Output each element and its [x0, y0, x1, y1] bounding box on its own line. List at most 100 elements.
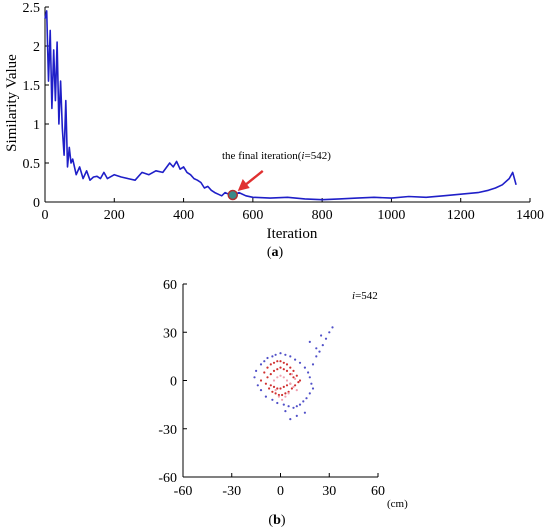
scatter-point — [282, 368, 285, 371]
scatter-point — [310, 382, 313, 385]
scatter-point — [318, 350, 321, 353]
scatter-point — [328, 331, 331, 334]
scatter-point — [271, 398, 274, 401]
scatter-point — [266, 366, 269, 369]
scatter-point — [269, 373, 272, 376]
scatter-point — [295, 374, 298, 377]
scatter-point — [303, 411, 306, 414]
final-iteration-marker — [227, 189, 239, 201]
scatter-point — [276, 360, 279, 363]
scatter-point — [256, 384, 259, 387]
scatter-point — [276, 401, 279, 405]
scatter-point — [285, 379, 289, 382]
y-tick-label-a: 1 — [33, 118, 40, 133]
x-tick-label-a: 1400 — [516, 208, 544, 223]
scatter-point — [284, 410, 287, 413]
y-tick-label-a: 2 — [33, 40, 40, 55]
y-tick-label-a: 2.5 — [23, 1, 41, 16]
scatter-point — [320, 334, 323, 337]
scatter-point — [294, 384, 297, 387]
scatter-point — [331, 326, 334, 329]
scatter-point — [295, 389, 298, 392]
scatter-point — [321, 344, 324, 347]
scatter-point — [269, 363, 272, 366]
scatter-point — [290, 387, 293, 390]
scatter-point — [276, 376, 279, 379]
x-tick-label-a: 800 — [312, 208, 333, 223]
scatter-point — [292, 385, 295, 388]
y-tick-label-a: 1.5 — [23, 79, 41, 94]
scatter-point — [282, 403, 285, 406]
scatter-point — [272, 369, 276, 372]
scatter-point — [253, 376, 256, 379]
scatter-point — [297, 381, 300, 384]
scatter-point — [281, 393, 284, 397]
axes-a — [44, 6, 531, 203]
scatter-point — [289, 355, 292, 358]
scatter-point — [324, 337, 328, 340]
scatter-point — [287, 392, 290, 395]
scatter-point — [315, 347, 318, 350]
scatter-point — [290, 373, 293, 376]
y-tick-label-a: 0.5 — [23, 157, 41, 172]
scatter-point — [295, 414, 298, 417]
scatter-point — [268, 387, 271, 390]
scatter-point — [311, 387, 315, 390]
scatter-point — [284, 392, 287, 395]
scatter-point — [292, 376, 295, 379]
scatter-point — [282, 385, 285, 388]
scatter-point — [292, 406, 295, 409]
scatter-point — [289, 373, 292, 376]
scatter-point — [274, 389, 277, 392]
point-cloud-scatter-chart: -60 -30 0 30 60 60 30 0 -30 -60 (cm) i=542 (b) — [158, 278, 408, 528]
final-iteration-annotation: the final iteration(i=542) — [222, 150, 331, 162]
x-axis-title: Iteration — [267, 226, 318, 242]
scatter-point — [294, 358, 297, 361]
scatter-point — [303, 366, 306, 369]
x-tick-label-a: 600 — [242, 208, 263, 223]
x-tick-label-a: 1000 — [377, 208, 405, 223]
scatter-point — [272, 385, 276, 388]
y-tick-label-a: 0 — [33, 196, 40, 211]
scatter-point — [266, 356, 269, 360]
scatter-point — [277, 393, 280, 397]
caption-a: (a) — [267, 245, 284, 260]
scatter-point — [279, 360, 282, 363]
scatter-point — [259, 389, 263, 392]
scatter-point — [298, 361, 302, 364]
scatter-point — [289, 382, 292, 385]
scatter-point — [271, 390, 274, 393]
scatter-point — [294, 377, 297, 380]
scatter-point — [302, 400, 305, 403]
scatter-point — [311, 363, 315, 366]
y-tick-label-b: 60 — [163, 278, 177, 293]
x-tick-label-b: -60 — [174, 484, 193, 499]
x-tick-label-b: 0 — [277, 484, 284, 499]
x-tick-label-a: 200 — [104, 208, 125, 223]
scatter-point — [259, 379, 263, 382]
scatter-point — [284, 353, 287, 356]
scatter-point — [289, 418, 292, 421]
scatter-point — [315, 355, 318, 358]
scatter-point — [285, 369, 289, 372]
scatter-point — [285, 363, 289, 366]
similarity-series-line — [44, 10, 517, 201]
scatter-point — [308, 376, 311, 379]
scatter-point — [264, 395, 267, 398]
y-axis-title: Similarity Value — [4, 54, 20, 152]
x-tick-label-a: 0 — [42, 208, 49, 223]
scatter-point — [285, 384, 289, 387]
scatter-point — [292, 369, 295, 372]
scatter-point — [255, 369, 258, 372]
y-tick-label-b: -30 — [158, 423, 177, 438]
x-tick-label-a: 400 — [173, 208, 194, 223]
scatter-point — [298, 403, 302, 406]
scatter-point — [277, 395, 280, 398]
scatter-point — [298, 379, 302, 382]
scatter-point — [276, 368, 279, 371]
scatter-point — [272, 361, 276, 364]
scatter-point — [284, 395, 287, 398]
x-tick-label-b: 30 — [322, 484, 336, 499]
y-tick-labels-a: 0 0.5 1 1.5 2 2.5 — [23, 1, 41, 211]
